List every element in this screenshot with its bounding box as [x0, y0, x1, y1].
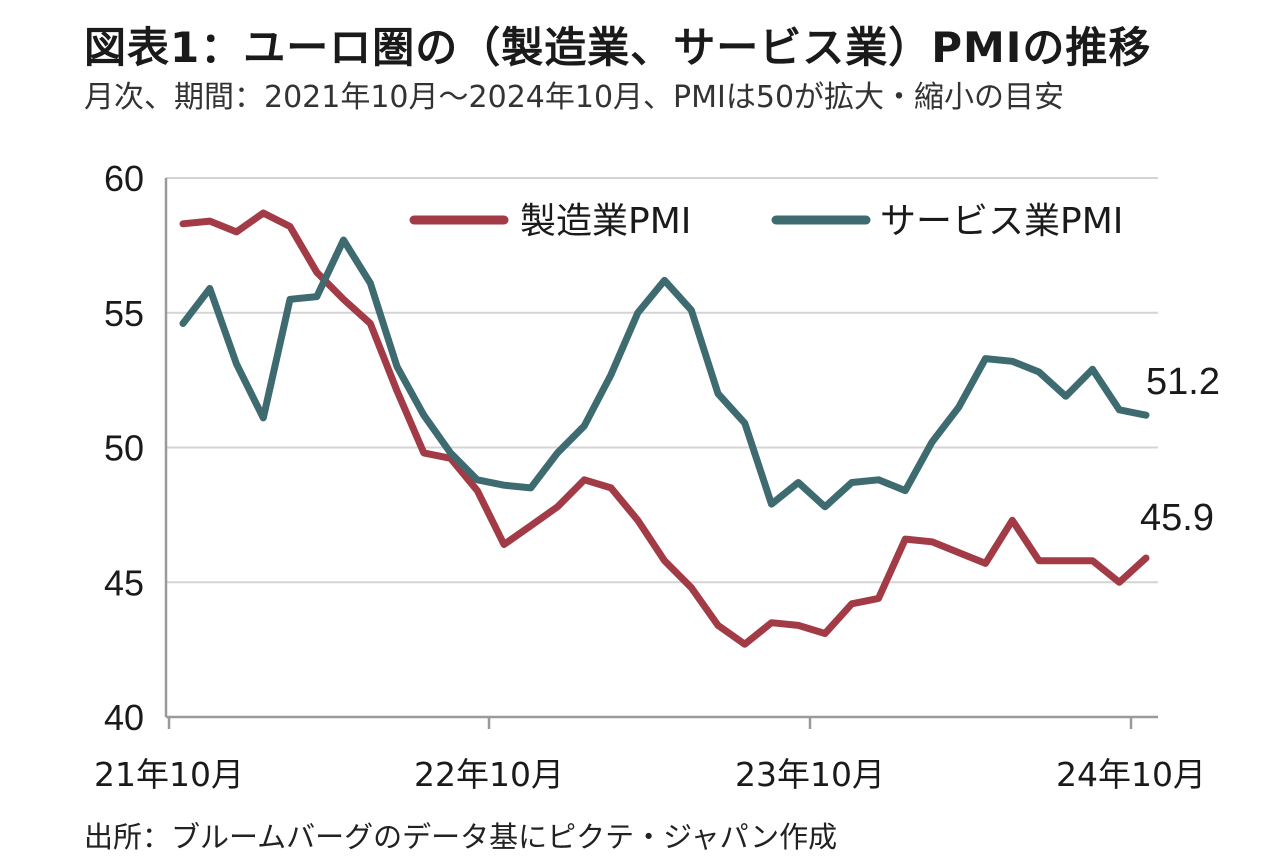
- chart-subtitle: 月次、期間：2021年10月～2024年10月、PMIは50が拡大・縮小の目安: [84, 80, 1065, 115]
- y-tick-label: 50: [104, 428, 144, 469]
- y-tick-label: 45: [104, 562, 144, 603]
- x-tick-label: 22年10月: [414, 755, 564, 794]
- x-tick-label: 24年10月: [1056, 755, 1206, 794]
- x-tick-label: 23年10月: [735, 755, 885, 794]
- legend: 製造業PMI サービス業PMI: [409, 201, 1123, 242]
- legend-label-services: サービス業PMI: [880, 201, 1123, 242]
- y-tick-label: 55: [104, 293, 144, 334]
- chart-title: 図表1：ユーロ圏の（製造業、サービス業）PMIの推移: [84, 23, 1152, 72]
- axes: [164, 178, 1158, 729]
- services-pmi-line: [179, 236, 1150, 511]
- services-end-label: 51.2: [1146, 361, 1220, 403]
- manufacturing-pmi-line: [179, 209, 1150, 648]
- x-tick-label: 21年10月: [94, 755, 244, 794]
- source-note: 出所：ブルームバーグのデータ基にピクテ・ジャパン作成: [84, 820, 838, 854]
- y-tick-labels: 40 45 50 55 60: [104, 158, 144, 738]
- y-tick-label: 60: [104, 158, 144, 199]
- grid-lines: [166, 177, 1158, 584]
- end-value-labels: 45.9 51.2: [1140, 361, 1220, 539]
- x-tick-labels: 21年10月 22年10月 23年10月 24年10月: [94, 755, 1206, 794]
- series-lines: [179, 209, 1150, 648]
- legend-label-manufacturing: 製造業PMI: [520, 201, 691, 242]
- y-tick-label: 40: [104, 697, 144, 738]
- manufacturing-end-label: 45.9: [1140, 497, 1214, 539]
